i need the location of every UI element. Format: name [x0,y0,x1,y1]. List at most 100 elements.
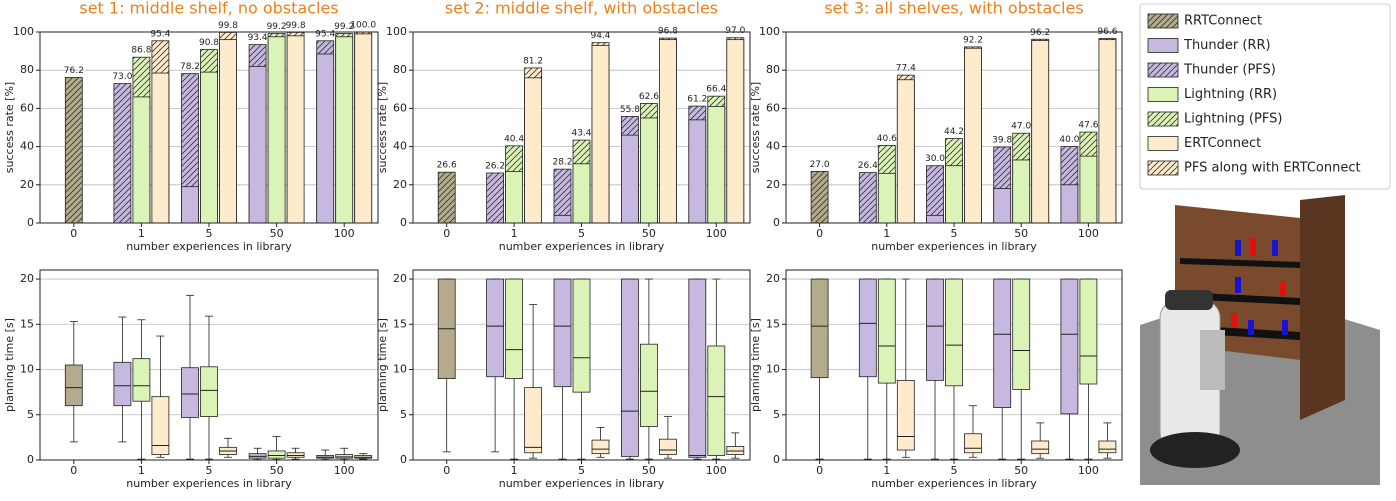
legend-swatch [1147,62,1179,78]
value-label: 40.4 [504,134,524,144]
box [113,361,132,407]
box [64,364,83,407]
bar [640,117,658,224]
x-tick-label: 100 [1078,227,1099,240]
box [659,438,677,455]
shelf-side [1300,195,1345,420]
legend-label: PFS along with ERTConnect [1184,161,1361,176]
box [1012,278,1031,390]
y-tick-label: 20 [393,272,407,285]
bar [335,36,354,224]
value-label: 99.2 [267,22,287,32]
x-tick-label: 50 [270,464,284,477]
box [132,358,151,402]
bar [707,106,726,224]
value-label: 77.4 [896,64,916,74]
bar [553,168,572,224]
bar [286,35,305,224]
bar [1060,184,1079,224]
bar [113,83,132,224]
y-tick-label: 100 [386,25,407,38]
x-axis-label: number experiences in library [871,240,1037,253]
x-tick-label: 50 [642,464,656,477]
y-tick-label: 60 [393,101,407,114]
value-label: 40.0 [1059,135,1079,145]
value-label: 97.0 [725,26,745,36]
box [181,367,199,418]
value-label: 95.4 [150,29,170,39]
bar [810,171,829,224]
y-tick-label: 20 [393,178,407,191]
box [688,278,707,458]
value-label: 39.8 [992,135,1012,145]
y-tick-label: 100 [759,25,780,38]
y-tick-label: 40 [20,140,34,153]
x-tick-label: 5 [578,227,585,240]
plot-frame [412,269,751,461]
legend-label: Lightning (RR) [1184,87,1277,102]
bar [486,172,505,224]
value-label: 47.0 [1011,122,1031,132]
y-tick-label: 15 [393,317,407,330]
y-tick-label: 5 [773,408,780,421]
bar [354,33,373,224]
box [200,366,218,417]
y-tick-label: 40 [393,140,407,153]
x-tick-label: 50 [1014,464,1028,477]
value-label: 78.2 [180,62,200,72]
plot-frame [412,31,751,224]
value-label: 99.8 [218,21,238,31]
box [945,278,963,387]
y-tick-label: 5 [400,408,407,421]
box [505,278,524,379]
x-tick-label: 1 [138,464,145,477]
legend-swatch [1147,111,1179,127]
y-tick-label: 80 [393,63,407,76]
x-axis-label: number experiences in library [126,477,292,490]
bar [437,171,456,224]
y-tick-label: 10 [766,363,780,376]
x-axis-label: number experiences in library [126,240,292,253]
y-axis-label: success rate [%] [376,82,389,173]
x-tick-label: 100 [706,227,727,240]
x-tick-label: 0 [70,227,77,240]
y-tick-label: 5 [27,408,34,421]
value-label: 62.6 [639,92,659,102]
box [524,387,542,454]
y-tick-label: 0 [400,453,407,466]
object [1235,277,1241,293]
y-tick-label: 10 [393,363,407,376]
value-label: 28.2 [552,158,572,168]
robot-head [1165,290,1213,310]
bar [896,79,915,224]
box [267,450,286,459]
x-tick-label: 0 [70,464,77,477]
value-label: 61.2 [687,95,707,105]
bar [926,214,944,224]
box [591,439,610,455]
x-tick-label: 100 [1078,464,1099,477]
value-label: 47.6 [1078,121,1098,131]
box [926,278,944,381]
bar [524,77,542,224]
x-axis-label: number experiences in library [499,477,665,490]
x-tick-label: 5 [578,464,585,477]
bar [248,65,267,224]
legend-swatch [1147,87,1179,102]
y-tick-label: 0 [400,216,407,229]
x-tick-label: 0 [816,227,823,240]
value-label: 73.0 [112,72,132,82]
legend-label: Thunder (RR) [1183,38,1271,53]
bar [132,96,151,224]
legend-label: Lightning (PFS) [1184,112,1282,127]
box [572,278,591,393]
bar [151,72,170,224]
bar [993,188,1012,224]
bar [591,44,610,224]
legend-swatch [1147,160,1179,176]
bar [659,39,677,224]
value-label: 30.0 [925,154,945,164]
legend-label: ERTConnect [1184,136,1261,151]
value-label: 76.2 [64,66,84,76]
